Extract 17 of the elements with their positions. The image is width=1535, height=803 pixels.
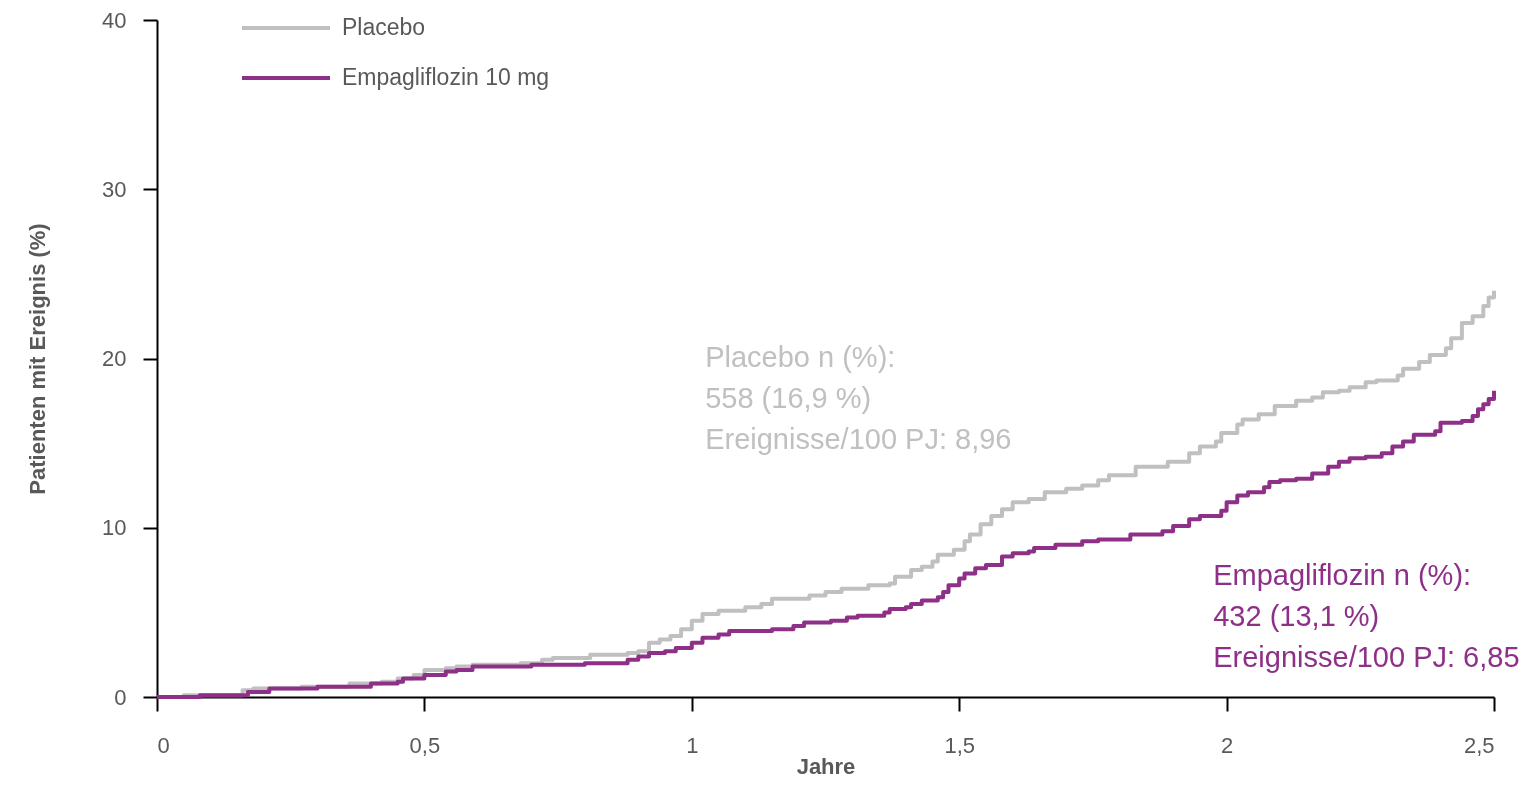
x-axis-title: Jahre xyxy=(796,753,856,779)
x-tick-label: 1 xyxy=(686,732,699,758)
legend-label: Placebo xyxy=(342,13,426,40)
x-tick-label: 0,5 xyxy=(409,732,441,758)
y-tick-label: 40 xyxy=(102,7,127,33)
y-tick-label: 20 xyxy=(102,346,127,371)
x-tick-label: 2,5 xyxy=(1463,732,1495,758)
x-tick-label: 1,5 xyxy=(944,732,975,758)
legend-label: Empagliflozin 10 mg xyxy=(342,63,550,90)
y-tick-label: 0 xyxy=(114,684,127,710)
y-tick-label: 30 xyxy=(102,176,127,202)
y-axis-title: Patienten mit Ereignis (%) xyxy=(25,223,51,495)
annotation: Placebo n (%): 558 (16,9 %) Ereignisse/100 PJ: 8,96 xyxy=(705,340,1012,455)
y-tick-label: 10 xyxy=(102,515,127,541)
x-tick-label: 2 xyxy=(1220,732,1234,758)
annotation: Empagliflozin n (%): 432 (13,1 %) Ereignisse/100 PJ: 6,85 xyxy=(1213,558,1520,673)
x-tick-label: 0 xyxy=(157,732,170,758)
